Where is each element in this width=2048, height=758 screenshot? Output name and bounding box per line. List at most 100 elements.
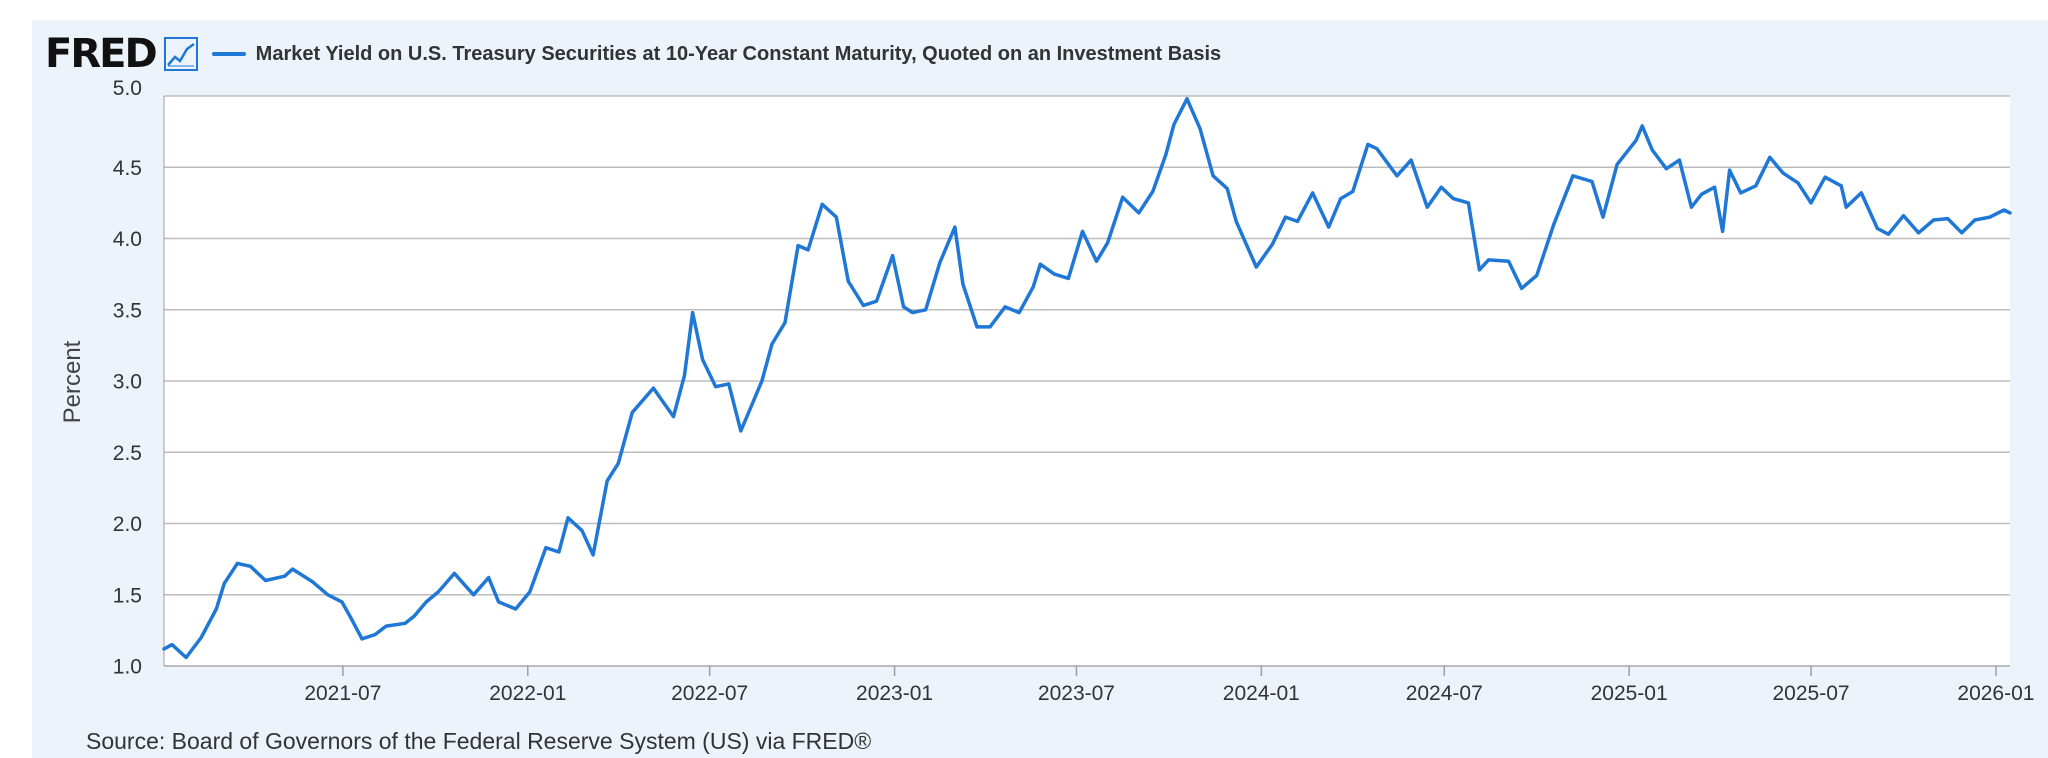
data-point[interactable] — [1451, 197, 1455, 201]
data-point[interactable] — [1754, 184, 1758, 188]
data-point[interactable] — [591, 553, 595, 557]
data-point[interactable] — [834, 215, 838, 219]
data-point[interactable] — [162, 647, 166, 651]
data-point[interactable] — [683, 373, 686, 377]
data-point[interactable] — [1311, 191, 1315, 195]
data-point[interactable] — [311, 580, 315, 584]
data-point[interactable] — [1739, 191, 1743, 195]
data-point[interactable] — [291, 567, 295, 571]
data-point[interactable] — [514, 607, 518, 611]
data-point[interactable] — [1409, 158, 1413, 162]
data-point[interactable] — [988, 325, 992, 329]
data-point[interactable] — [1844, 205, 1848, 209]
data-point[interactable] — [184, 656, 188, 659]
data-point[interactable] — [1211, 174, 1215, 178]
data-point[interactable] — [1038, 262, 1042, 266]
data-point[interactable] — [1031, 285, 1035, 289]
data-point[interactable] — [326, 593, 330, 597]
data-point[interactable] — [1689, 205, 1693, 209]
data-point[interactable] — [1520, 286, 1524, 290]
data-point[interactable] — [452, 571, 456, 575]
data-point[interactable] — [1713, 185, 1717, 189]
data-point[interactable] — [1768, 155, 1772, 159]
data-point[interactable] — [861, 304, 865, 307]
data-point[interactable] — [1917, 231, 1921, 235]
data-point[interactable] — [264, 579, 267, 582]
data-point[interactable] — [528, 590, 532, 594]
data-point[interactable] — [360, 637, 364, 641]
data-point[interactable] — [1932, 218, 1936, 222]
data-point[interactable] — [1839, 184, 1843, 188]
data-point[interactable] — [340, 600, 344, 604]
data-point[interactable] — [806, 248, 810, 252]
data-point[interactable] — [1198, 127, 1202, 131]
data-point[interactable] — [283, 574, 287, 578]
data-point[interactable] — [1590, 180, 1594, 183]
data-point[interactable] — [235, 561, 239, 565]
data-point[interactable] — [1017, 311, 1021, 315]
data-point[interactable] — [691, 311, 695, 315]
data-point[interactable] — [1809, 201, 1813, 205]
data-point[interactable] — [1052, 272, 1056, 276]
data-point[interactable] — [544, 546, 548, 550]
data-point[interactable] — [661, 400, 665, 404]
data-point[interactable] — [1700, 192, 1703, 196]
data-point[interactable] — [1225, 187, 1229, 191]
data-point[interactable] — [714, 385, 718, 389]
data-point[interactable] — [1185, 97, 1189, 101]
data-point[interactable] — [760, 379, 764, 383]
data-point[interactable] — [222, 581, 226, 585]
data-point[interactable] — [796, 244, 800, 248]
data-point[interactable] — [1081, 229, 1084, 233]
data-point[interactable] — [1946, 217, 1950, 221]
data-point[interactable] — [424, 600, 428, 604]
data-point[interactable] — [1796, 181, 1800, 185]
data-point[interactable] — [1066, 276, 1070, 280]
data-point[interactable] — [961, 282, 965, 286]
data-point[interactable] — [924, 308, 928, 312]
data-point[interactable] — [1781, 171, 1785, 175]
data-point[interactable] — [748, 408, 752, 411]
data-point[interactable] — [1535, 274, 1539, 277]
data-point[interactable] — [1466, 201, 1470, 205]
data-point[interactable] — [1487, 258, 1490, 262]
data-point[interactable] — [348, 614, 352, 618]
data-point[interactable] — [616, 462, 620, 466]
data-point[interactable] — [1677, 158, 1681, 162]
data-point[interactable] — [2002, 208, 2006, 212]
data-point[interactable] — [1875, 227, 1879, 230]
data-point[interactable] — [1973, 218, 1977, 222]
data-point[interactable] — [875, 299, 878, 303]
data-point[interactable] — [1721, 229, 1725, 233]
data-point[interactable] — [497, 600, 501, 604]
data-point[interactable] — [403, 621, 407, 625]
data-point[interactable] — [1664, 167, 1668, 171]
data-point[interactable] — [846, 279, 850, 283]
data-point[interactable] — [1003, 305, 1007, 309]
data-point[interactable] — [384, 624, 388, 628]
data-point[interactable] — [1571, 174, 1575, 178]
data-point[interactable] — [1254, 265, 1258, 269]
data-point[interactable] — [1351, 190, 1355, 193]
data-point[interactable] — [701, 358, 705, 362]
data-point[interactable] — [170, 643, 174, 647]
data-point[interactable] — [1728, 168, 1732, 172]
data-point[interactable] — [580, 529, 584, 533]
data-point[interactable] — [557, 550, 561, 554]
data-point[interactable] — [1164, 152, 1168, 156]
data-point[interactable] — [1988, 215, 1992, 219]
data-point[interactable] — [975, 325, 979, 329]
fred-logo[interactable]: FRED — [45, 31, 158, 77]
data-point[interactable] — [672, 415, 675, 419]
data-point[interactable] — [1106, 241, 1110, 245]
data-point[interactable] — [1296, 219, 1299, 223]
data-point[interactable] — [214, 607, 218, 611]
data-point[interactable] — [199, 636, 203, 639]
data-point[interactable] — [1477, 268, 1481, 272]
data-point[interactable] — [1366, 142, 1370, 146]
data-point[interactable] — [1902, 214, 1905, 218]
data-point[interactable] — [820, 202, 824, 206]
data-point[interactable] — [1284, 215, 1287, 219]
data-point[interactable] — [1439, 185, 1443, 189]
data-point[interactable] — [487, 576, 491, 580]
